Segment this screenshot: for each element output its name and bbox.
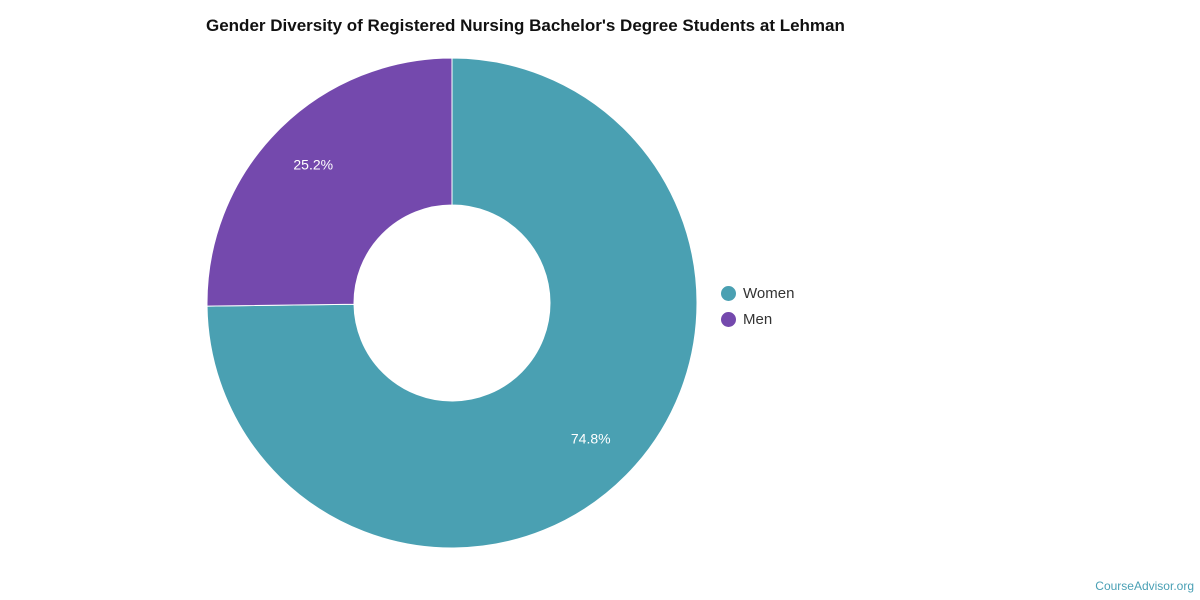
legend-swatch-women [721, 285, 736, 301]
legend-item-men[interactable]: Men [721, 306, 794, 332]
chart-title: Gender Diversity of Registered Nursing B… [206, 16, 845, 35]
source-link[interactable]: CourseAdvisor.org [1095, 579, 1194, 593]
slice-women[interactable] [206, 57, 698, 549]
legend-swatch-men [721, 311, 736, 327]
slice-men[interactable] [206, 57, 453, 307]
legend-label-women: Women [743, 284, 795, 302]
legend: Women Men [721, 280, 794, 332]
legend-item-women[interactable]: Women [721, 280, 794, 306]
slice-label-women: 74.8% [571, 431, 611, 447]
slice-label-men: 25.2% [293, 157, 333, 173]
legend-label-men: Men [743, 310, 773, 328]
